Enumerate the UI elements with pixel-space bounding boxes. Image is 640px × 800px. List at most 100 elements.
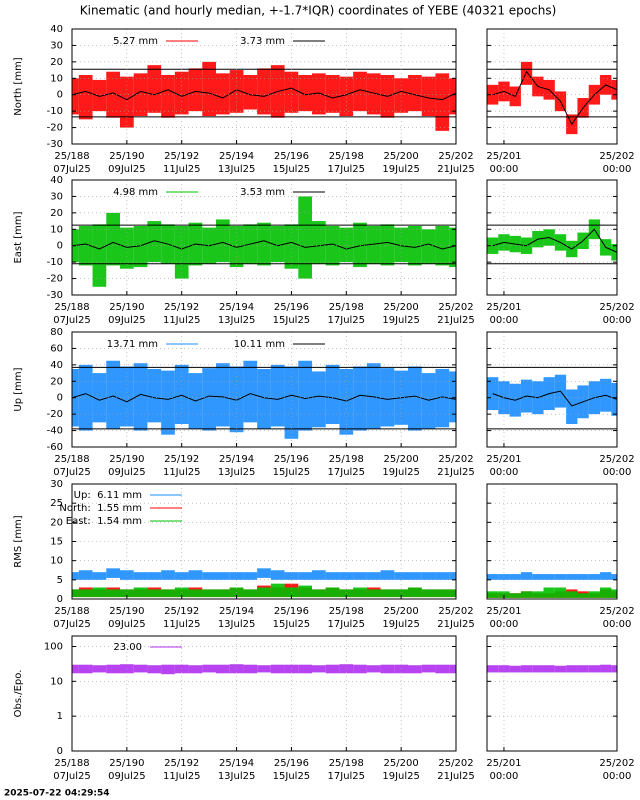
data-band bbox=[257, 368, 271, 429]
legend-label: 13.71 mm bbox=[107, 339, 158, 350]
y-tick-label: 30 bbox=[50, 191, 63, 202]
data-band bbox=[188, 665, 203, 674]
data-band bbox=[577, 665, 589, 673]
x-tick-label: 25/200 bbox=[384, 606, 419, 617]
x-tick-label: 25/200 bbox=[384, 151, 419, 162]
data-band bbox=[312, 665, 326, 673]
data-band bbox=[161, 664, 175, 675]
x-tick-sublabel: 15Jul25 bbox=[273, 619, 311, 630]
x-tick-label: 25/196 bbox=[274, 302, 309, 313]
data-band bbox=[120, 76, 134, 128]
plot-frame bbox=[486, 331, 618, 448]
data-band bbox=[520, 665, 533, 673]
data-band bbox=[202, 368, 216, 431]
data-band bbox=[202, 572, 216, 580]
x-tick-sublabel: 19Jul25 bbox=[382, 467, 420, 478]
data-band bbox=[366, 73, 381, 115]
y-tick-label: -20 bbox=[47, 123, 63, 134]
data-band bbox=[120, 589, 134, 598]
data-band bbox=[147, 589, 162, 598]
x-tick-label: 25/196 bbox=[274, 606, 309, 617]
data-band bbox=[520, 61, 533, 85]
y-tick-label: 40 bbox=[50, 24, 63, 35]
x-tick-label: 25/202 bbox=[599, 758, 634, 769]
data-band bbox=[611, 665, 617, 673]
data-band bbox=[298, 585, 312, 598]
data-band bbox=[588, 665, 601, 673]
y-axis-label: Up [mm] bbox=[13, 367, 24, 411]
data-band bbox=[161, 75, 175, 118]
x-tick-label: 25/196 bbox=[274, 151, 309, 162]
x-tick-sublabel: 17Jul25 bbox=[328, 619, 366, 630]
data-band bbox=[353, 71, 367, 112]
x-tick-label: 25/201 bbox=[486, 302, 521, 313]
y-axis-label: North [mm] bbox=[13, 57, 24, 116]
data-band bbox=[325, 364, 340, 424]
x-tick-label: 25/200 bbox=[384, 302, 419, 313]
x-tick-sublabel: 19Jul25 bbox=[382, 315, 420, 326]
data-band bbox=[257, 665, 271, 673]
x-tick-sublabel: 19Jul25 bbox=[382, 619, 420, 630]
data-band bbox=[106, 664, 120, 674]
data-band bbox=[257, 587, 271, 598]
data-band bbox=[106, 568, 120, 578]
y-tick-label: 20 bbox=[50, 376, 63, 387]
y-axis-label: Obs./Epo. bbox=[13, 670, 24, 718]
plot-frame bbox=[486, 28, 618, 145]
data-band bbox=[380, 589, 395, 598]
data-band bbox=[325, 572, 340, 580]
x-tick-sublabel: 00:00 bbox=[490, 467, 519, 478]
data-band bbox=[284, 366, 299, 439]
data-band bbox=[588, 574, 601, 580]
x-tick-sublabel: 09Jul25 bbox=[108, 315, 146, 326]
data-band bbox=[78, 364, 93, 431]
data-band bbox=[106, 589, 120, 598]
data-band bbox=[133, 572, 148, 580]
legend-label: 23.00 bbox=[113, 642, 142, 653]
data-band bbox=[120, 570, 134, 580]
x-tick-label: 25/200 bbox=[384, 454, 419, 465]
y-tick-label: -60 bbox=[47, 442, 63, 453]
data-band bbox=[147, 65, 162, 113]
data-band bbox=[106, 360, 120, 429]
data-band bbox=[543, 587, 555, 598]
data-band bbox=[161, 370, 175, 435]
data-band bbox=[600, 587, 612, 598]
legend-label: Up: 6.11 mm bbox=[74, 490, 142, 501]
data-band bbox=[325, 587, 340, 598]
data-band bbox=[147, 368, 162, 423]
data-band bbox=[339, 368, 354, 435]
data-band bbox=[229, 226, 244, 268]
data-band bbox=[92, 79, 107, 112]
x-tick-label: 25/202 bbox=[438, 151, 473, 162]
data-band bbox=[435, 589, 450, 598]
x-tick-sublabel: 21Jul25 bbox=[437, 467, 475, 478]
data-band bbox=[298, 572, 312, 580]
x-tick-sublabel: 00:00 bbox=[603, 467, 632, 478]
data-band bbox=[161, 589, 175, 598]
x-tick-label: 25/194 bbox=[219, 302, 254, 313]
x-tick-label: 25/201 bbox=[486, 606, 521, 617]
data-band bbox=[611, 79, 617, 100]
data-band bbox=[600, 664, 612, 673]
data-band bbox=[435, 368, 450, 428]
x-tick-label: 25/198 bbox=[329, 151, 364, 162]
data-band bbox=[257, 222, 271, 266]
data-band bbox=[366, 226, 381, 264]
x-tick-label: 25/202 bbox=[599, 606, 634, 617]
chart-title: Kinematic (and hourly median, +-1.7*IQR)… bbox=[80, 4, 557, 18]
data-band bbox=[312, 589, 326, 598]
x-tick-sublabel: 21Jul25 bbox=[437, 771, 475, 782]
data-band bbox=[554, 665, 567, 673]
data-band bbox=[78, 589, 93, 598]
x-tick-label: 25/192 bbox=[164, 151, 199, 162]
y-tick-label: 80 bbox=[50, 327, 63, 338]
data-band bbox=[421, 76, 436, 117]
y-tick-label: 25 bbox=[50, 498, 63, 509]
x-tick-label: 25/192 bbox=[164, 302, 199, 313]
data-band bbox=[353, 664, 367, 674]
data-band bbox=[408, 366, 422, 431]
data-band bbox=[380, 570, 395, 580]
data-band bbox=[366, 665, 381, 673]
